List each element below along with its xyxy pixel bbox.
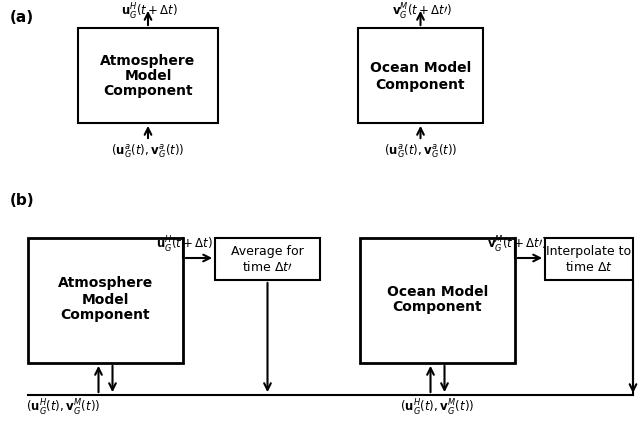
Text: $(\mathbf{u}_G^H(t), \mathbf{v}_G^M(t))$: $(\mathbf{u}_G^H(t), \mathbf{v}_G^M(t))$ [26,398,100,418]
Text: $\mathbf{v}_G^M(t+\Delta t\prime)$: $\mathbf{v}_G^M(t+\Delta t\prime)$ [487,235,547,255]
Text: Model: Model [82,293,129,306]
Bar [545,238,633,280]
Text: (a): (a) [10,10,34,25]
Text: Average for: Average for [231,244,304,257]
Text: Component: Component [393,300,483,315]
Text: $\mathbf{u}_G^H(t+\Delta t)$: $\mathbf{u}_G^H(t+\Delta t)$ [156,235,214,255]
Bar [28,238,183,363]
Text: Atmosphere: Atmosphere [100,55,196,69]
Text: $(\mathbf{u}_G^a(t), \mathbf{v}_G^a(t))$: $(\mathbf{u}_G^a(t), \mathbf{v}_G^a(t))$ [384,143,457,161]
Text: Ocean Model: Ocean Model [370,62,471,76]
Text: time $\Delta t\prime$: time $\Delta t\prime$ [242,260,293,274]
Text: time $\Delta t$: time $\Delta t$ [565,260,613,274]
Bar [358,28,483,123]
Bar [215,238,320,280]
Text: Ocean Model: Ocean Model [387,285,488,299]
Text: $\mathbf{v}_G^M(t+\Delta t\prime)$: $\mathbf{v}_G^M(t+\Delta t\prime)$ [392,2,452,22]
Bar [78,28,218,123]
Text: Component: Component [376,78,465,92]
Text: $(\mathbf{u}_G^H(t), \mathbf{v}_G^M(t))$: $(\mathbf{u}_G^H(t), \mathbf{v}_G^M(t))$ [401,398,475,418]
Text: (b): (b) [10,193,35,208]
Text: Atmosphere: Atmosphere [58,276,153,290]
Text: Component: Component [61,309,150,322]
Text: Component: Component [103,85,193,99]
Text: Interpolate to: Interpolate to [547,244,632,257]
Text: $(\mathbf{u}_G^a(t), \mathbf{v}_G^a(t))$: $(\mathbf{u}_G^a(t), \mathbf{v}_G^a(t))$ [111,143,185,161]
Text: Model: Model [124,69,172,83]
Bar [360,238,515,363]
Text: $\mathbf{u}_G^H(t+\Delta t)$: $\mathbf{u}_G^H(t+\Delta t)$ [122,2,179,22]
